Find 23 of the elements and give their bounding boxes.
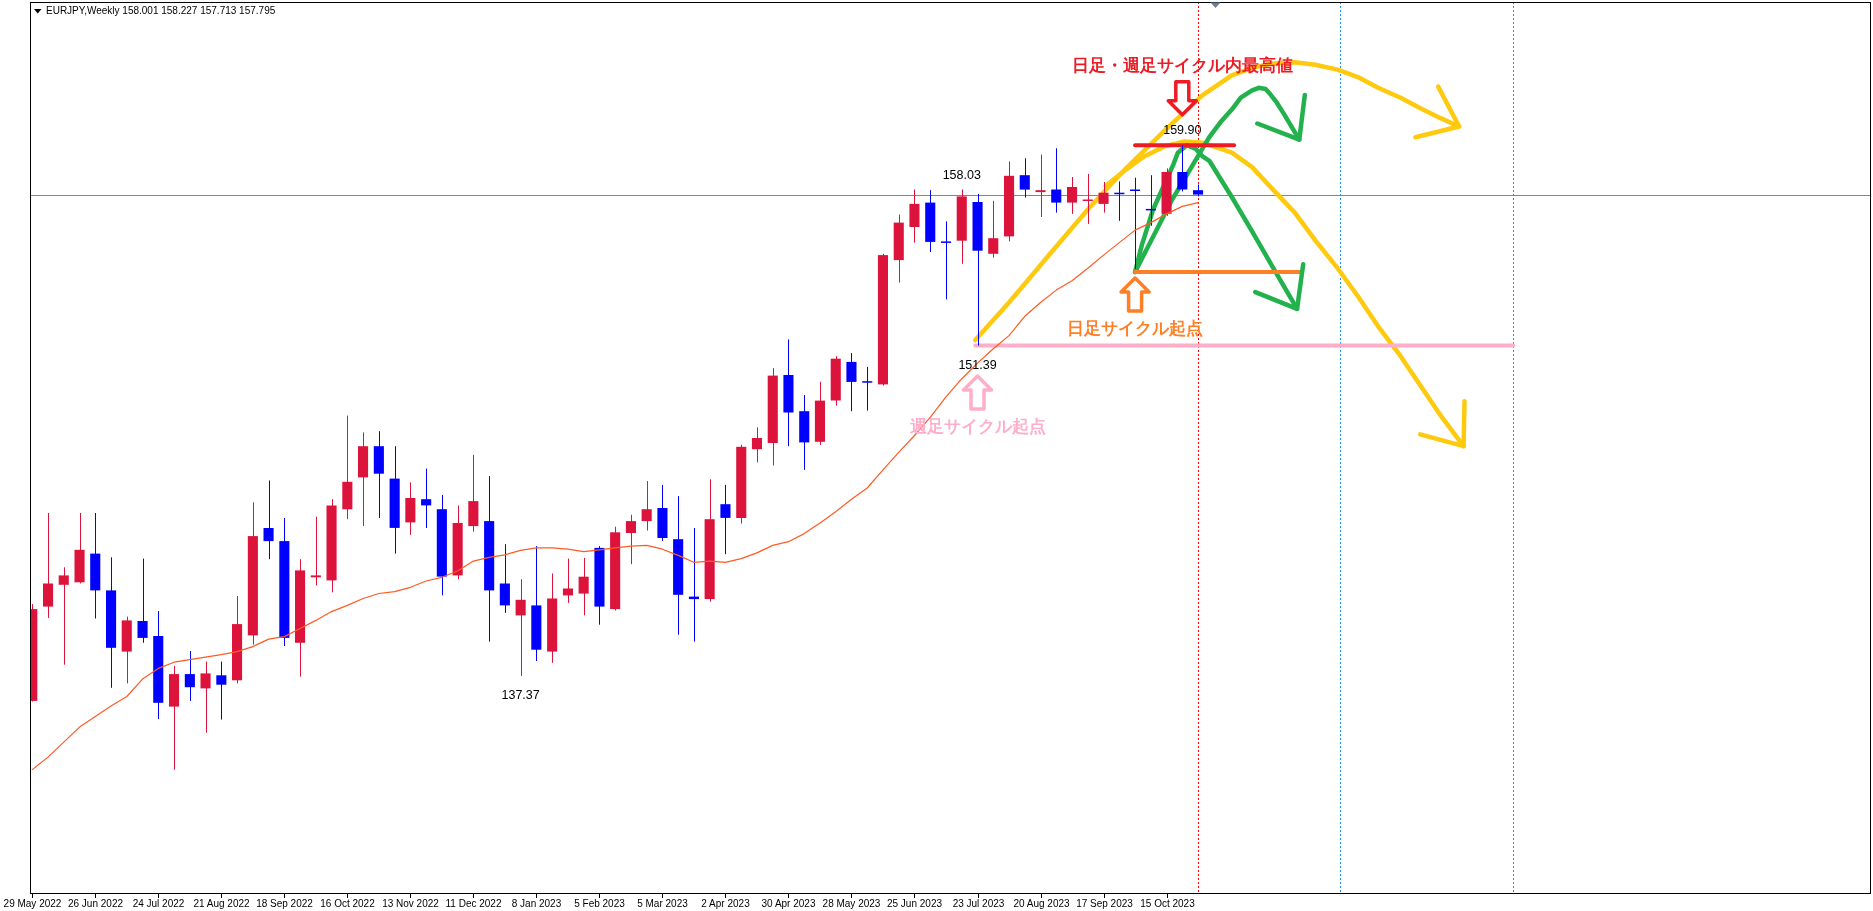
x-tick-label: 28 May 2023	[822, 898, 881, 909]
x-tick-label: 17 Sep 2023	[1076, 898, 1134, 909]
x-tick-label: 15 Oct 2023	[1140, 898, 1196, 909]
x-tick-label: 30 Apr 2023	[761, 898, 816, 909]
x-tick-label: 18 Sep 2022	[256, 898, 314, 909]
x-tick-label: 2 Apr 2023	[701, 898, 751, 909]
x-tick-label: 24 Jul 2022	[132, 898, 185, 909]
x-tick-label: 8 Jan 2023	[511, 898, 562, 909]
annotation: 158.03	[942, 167, 981, 182]
annotation: 137.37	[501, 687, 540, 702]
chart-title: EURJPY,Weekly 158.001 158.227 157.713 157.795	[46, 5, 276, 16]
x-tick-label: 29 May 2022	[3, 898, 62, 909]
x-tick-label: 20 Aug 2023	[1013, 898, 1071, 909]
x-tick-label: 25 Jun 2023	[886, 898, 943, 909]
x-tick-label: 21 Aug 2022	[193, 898, 251, 909]
x-tick-label: 5 Mar 2023	[637, 898, 689, 909]
x-tick-label: 5 Feb 2023	[574, 898, 626, 909]
x-tick-label: 26 Jun 2022	[67, 898, 124, 909]
x-tick-label: 23 Jul 2023	[952, 898, 1005, 909]
x-tick-label: 16 Oct 2022	[320, 898, 376, 909]
x-tick-label: 13 Nov 2022	[382, 898, 440, 909]
annotation: 日足サイクル起点	[1067, 318, 1204, 338]
x-tick-label: 11 Dec 2022	[445, 898, 502, 909]
